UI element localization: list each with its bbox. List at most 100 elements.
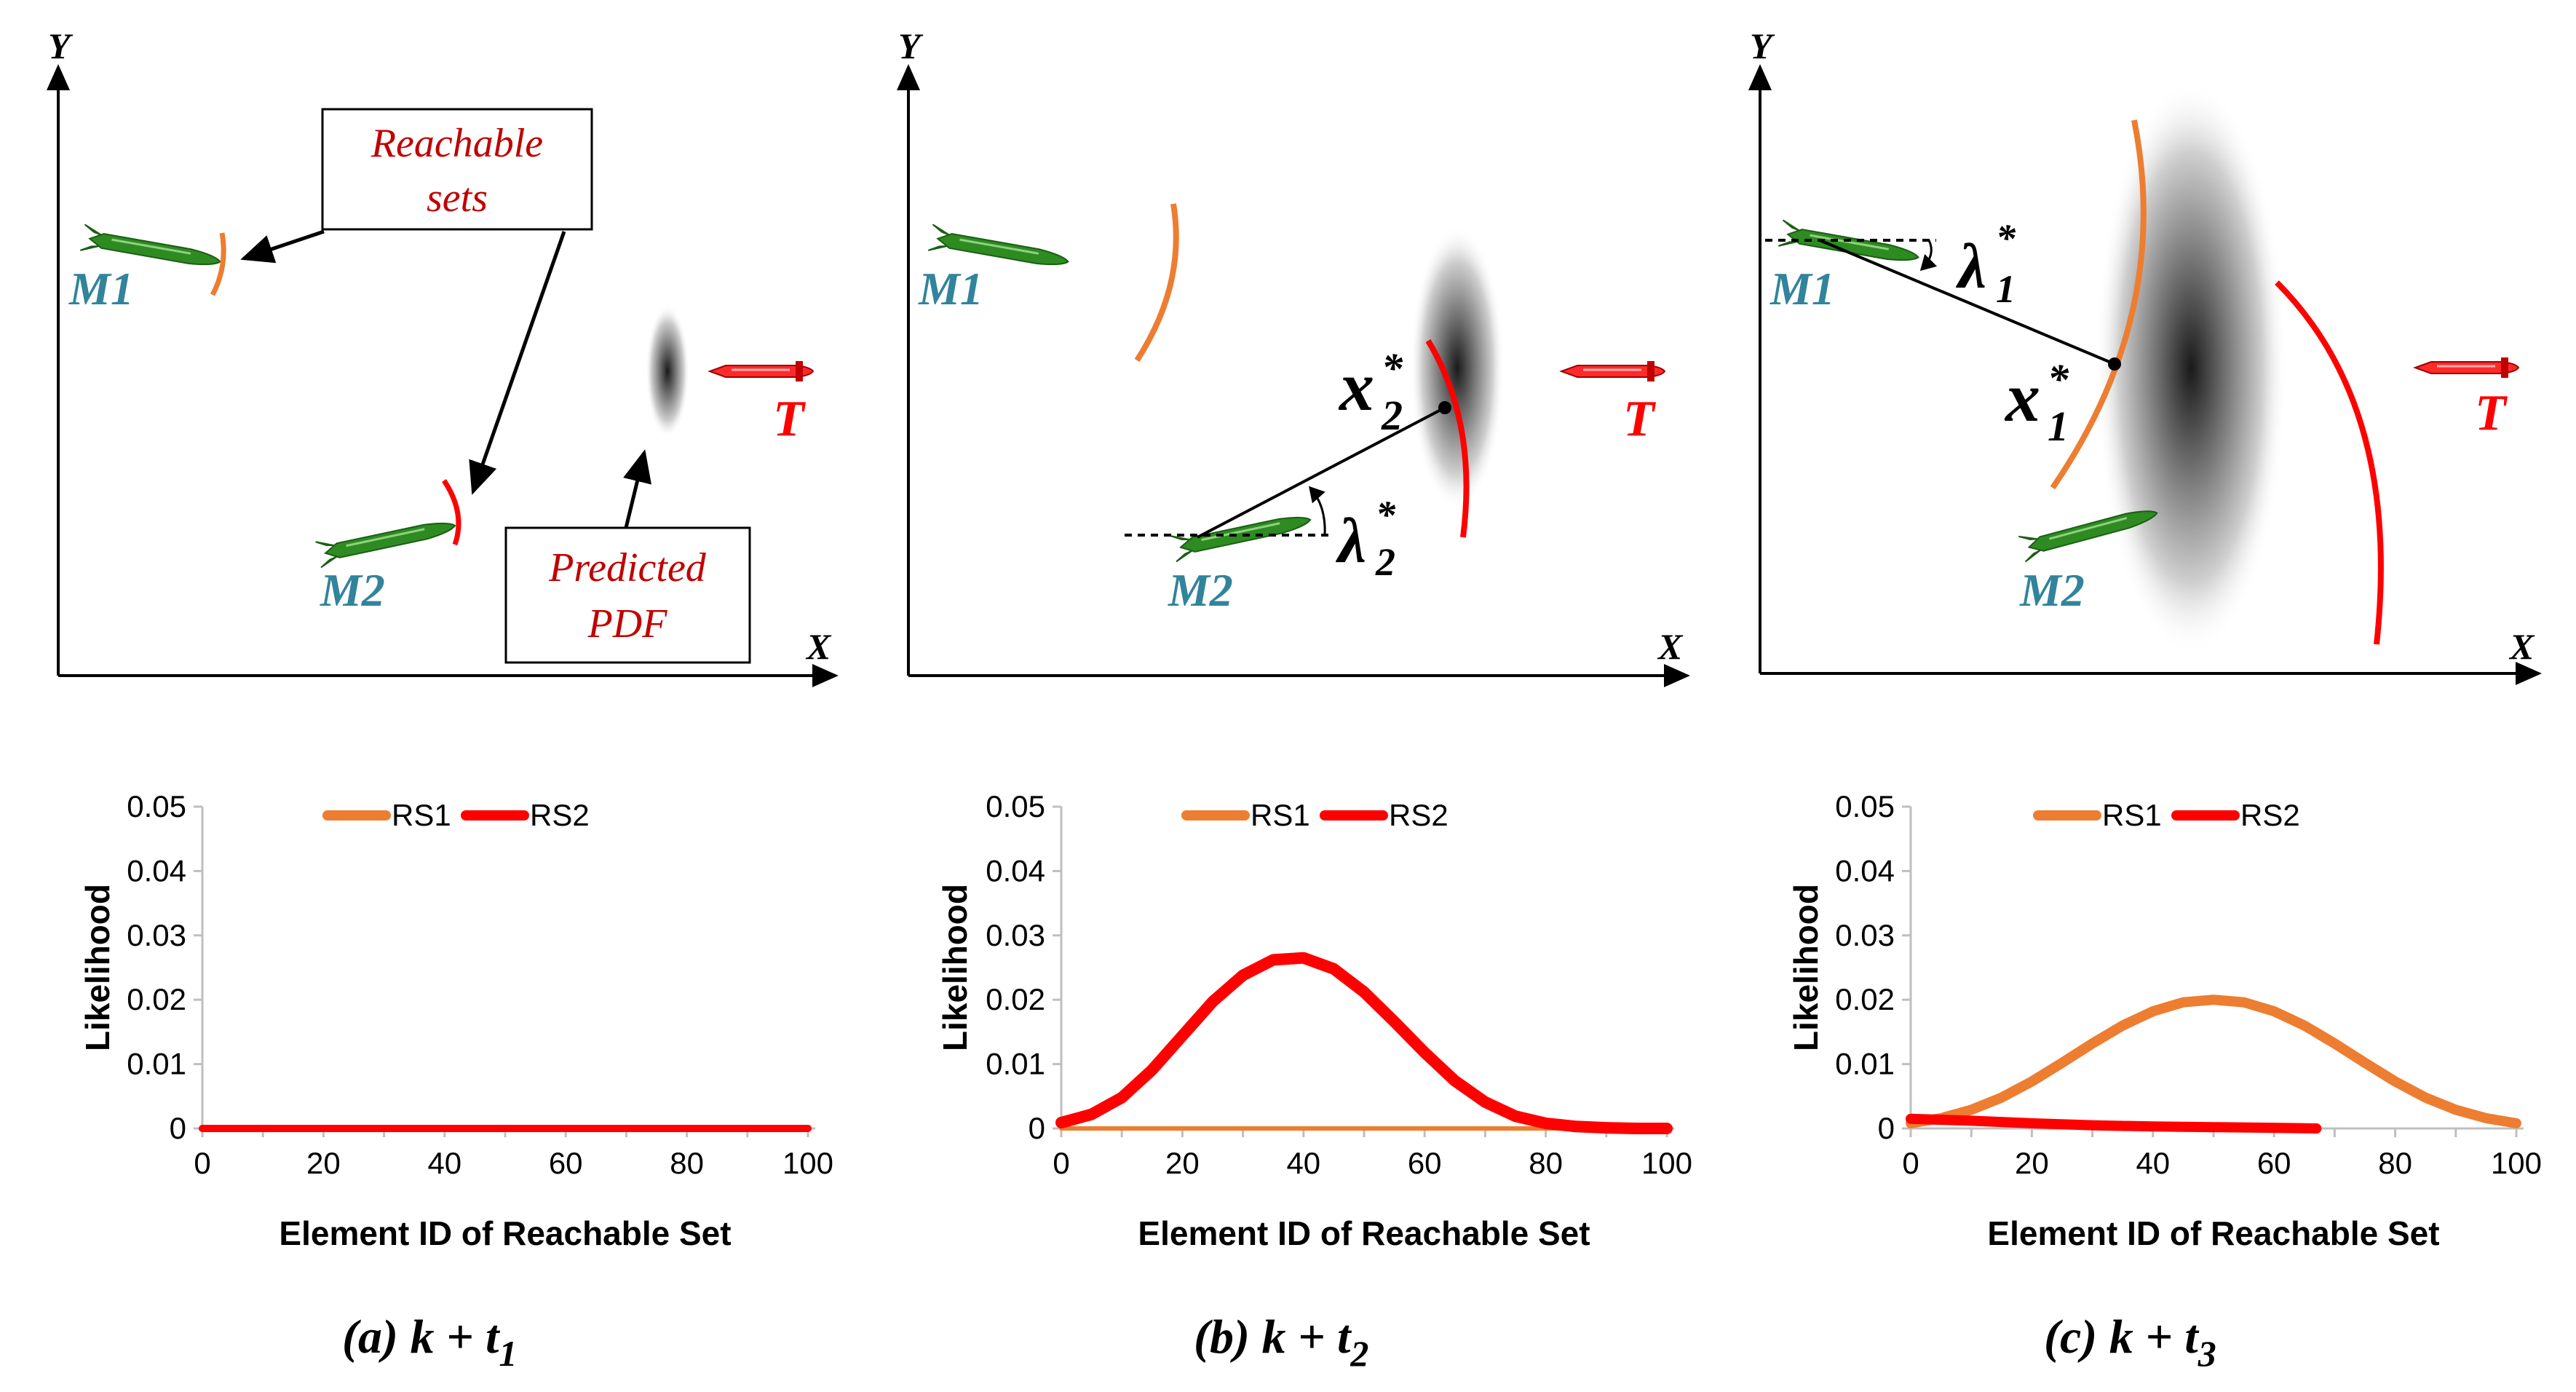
- x-tick-label: 60: [2257, 1146, 2291, 1180]
- predicted-pdf-callout-line1: Predicted: [548, 545, 707, 590]
- point-label: x 1 *: [2004, 355, 2069, 450]
- predicted-pdf-blob: [2095, 80, 2287, 655]
- chart-b: 0 0.01 0.02 0.03 0.04 0.05 0 20 40 60 80 100 Element…: [936, 789, 1692, 1252]
- x-tick-label: 0: [1053, 1146, 1069, 1180]
- reachable-set-2-arc: [442, 479, 461, 546]
- point-label: x 2 *: [1338, 344, 1403, 439]
- line-of-sight: [1819, 239, 2115, 365]
- scene-c: Y X M1 M2 T λ 1 * x 1 *: [1748, 25, 2542, 685]
- x-tick-label: 60: [549, 1146, 583, 1180]
- svg-text:*: *: [1382, 344, 1403, 392]
- caption-c: (c) k + t3: [2044, 1310, 2216, 1374]
- chart-c: 0 0.01 0.02 0.03 0.04 0.05 0 20 40 60 80 100 Element…: [1787, 789, 2542, 1252]
- svg-text:*: *: [1996, 216, 2016, 260]
- x-tick-label: 100: [1641, 1146, 1692, 1180]
- svg-text:(c) k + t3: (c) k + t3: [2044, 1310, 2216, 1374]
- scene-b: Y X M1 M2 T x 2 * λ 2 *: [897, 25, 1690, 687]
- x-tick-label: 40: [1286, 1146, 1320, 1180]
- legend-label-rs2: RS2: [1389, 798, 1448, 832]
- scene-b-x-label: X: [1657, 626, 1684, 667]
- x-axis-title: Element ID of Reachable Set: [1138, 1214, 1590, 1252]
- y-tick-label: 0: [1029, 1111, 1045, 1145]
- x-tick-label: 40: [2136, 1146, 2170, 1180]
- y-tick-label: 0: [1878, 1111, 1895, 1145]
- m2-label: M2: [1168, 564, 1233, 616]
- x-tick-label: 80: [1529, 1146, 1563, 1180]
- svg-text:x: x: [2004, 358, 2040, 436]
- predicted-pdf-blob: [646, 304, 689, 438]
- predicted-pdf-callout-line2: PDF: [587, 601, 668, 646]
- svg-text:*: *: [2048, 355, 2069, 403]
- x-tick-label: 60: [1408, 1146, 1442, 1180]
- x-tick-label: 80: [670, 1146, 704, 1180]
- y-tick-label: 0.04: [1835, 853, 1895, 887]
- svg-text:λ: λ: [1955, 232, 1986, 302]
- y-tick-label: 0.01: [1835, 1047, 1895, 1081]
- reachable-sets-callout-line2: sets: [427, 175, 488, 221]
- scene-a-y-label: Y: [48, 25, 74, 66]
- scene-b-y-label: Y: [898, 25, 924, 66]
- svg-text:(a) k + t1: (a) k + t1: [342, 1310, 517, 1374]
- y-tick-label: 0.04: [986, 853, 1045, 887]
- angle-label: λ 1 *: [1955, 216, 2016, 311]
- y-tick-label: 0.03: [986, 918, 1045, 952]
- y-tick-label: 0.01: [127, 1047, 186, 1081]
- scene-a-x-label: X: [805, 626, 832, 667]
- callout-arrow-rs2: [469, 231, 566, 495]
- x-tick-label: 0: [1902, 1146, 1919, 1180]
- y-tick-label: 0.05: [1835, 789, 1895, 823]
- reachable-set-2-arc: [2275, 280, 2384, 645]
- target-label: T: [773, 391, 807, 447]
- target-icon: [1560, 360, 1666, 383]
- reachable-set-1-arc: [1134, 203, 1179, 363]
- m1-label: M1: [1769, 263, 1835, 315]
- x-tick-label: 100: [782, 1146, 833, 1180]
- line-of-sight: [1197, 406, 1446, 539]
- y-tick-label: 0.05: [127, 789, 186, 823]
- svg-text:x: x: [1338, 347, 1374, 425]
- series-line-rs2: [1055, 952, 1673, 1134]
- y-tick-label: 0: [170, 1111, 186, 1145]
- y-tick-label: 0.02: [1835, 982, 1895, 1016]
- x-axis-title: Element ID of Reachable Set: [279, 1214, 731, 1252]
- y-tick-label: 0.05: [986, 789, 1045, 823]
- y-tick-label: 0.03: [1835, 918, 1895, 952]
- x-tick-label: 40: [427, 1146, 461, 1180]
- legend-label-rs2: RS2: [2240, 798, 2300, 832]
- svg-text:(b) k + t2: (b) k + t2: [1194, 1310, 1368, 1374]
- svg-text:1: 1: [1996, 267, 2016, 311]
- chart-a: 0 0.01 0.02 0.03 0.04 0.05 0 20 40 60 80 100 Element…: [79, 789, 833, 1252]
- target-icon: [2414, 356, 2520, 379]
- x-axis-title: Element ID of Reachable Set: [1987, 1214, 2439, 1252]
- y-axis-title: Likelihood: [79, 884, 116, 1051]
- svg-text:2: 2: [1375, 540, 1395, 584]
- svg-text:*: *: [1376, 493, 1396, 537]
- legend-label-rs2: RS2: [530, 798, 590, 832]
- y-tick-label: 0.03: [127, 918, 186, 952]
- x-tick-label: 80: [2378, 1146, 2412, 1180]
- legend-label-rs1: RS1: [392, 798, 451, 832]
- y-tick-label: 0.01: [986, 1047, 1045, 1081]
- caption-a: (a) k + t1: [342, 1310, 517, 1374]
- m2-label: M2: [320, 564, 385, 616]
- angle-arc: [1309, 486, 1326, 536]
- x-tick-label: 0: [194, 1146, 210, 1180]
- callout-arrow-rs1: [240, 229, 325, 264]
- x-tick-label: 20: [2015, 1146, 2049, 1180]
- angle-label: λ 2 *: [1335, 493, 1396, 584]
- callout-arrow-pdf: [623, 449, 652, 529]
- y-axis-title: Likelihood: [936, 884, 974, 1051]
- reachable-sets-callout-box: [321, 108, 593, 231]
- y-axis-title: Likelihood: [1787, 884, 1825, 1051]
- legend-label-rs1: RS1: [1251, 798, 1310, 832]
- reachable-set-1-arc: [210, 232, 226, 296]
- scene-c-x-label: X: [2508, 626, 2535, 667]
- x-tick-label: 20: [1165, 1146, 1200, 1180]
- predicted-pdf-blob: [1410, 226, 1505, 510]
- likelihood-charts: 0 0.01 0.02 0.03 0.04 0.05 0 20 40 60 80 100 Element…: [79, 789, 2542, 1252]
- m1-label: M1: [68, 263, 134, 315]
- target-icon: [708, 360, 815, 383]
- m2-label: M2: [2019, 564, 2085, 616]
- target-label: T: [2475, 385, 2508, 441]
